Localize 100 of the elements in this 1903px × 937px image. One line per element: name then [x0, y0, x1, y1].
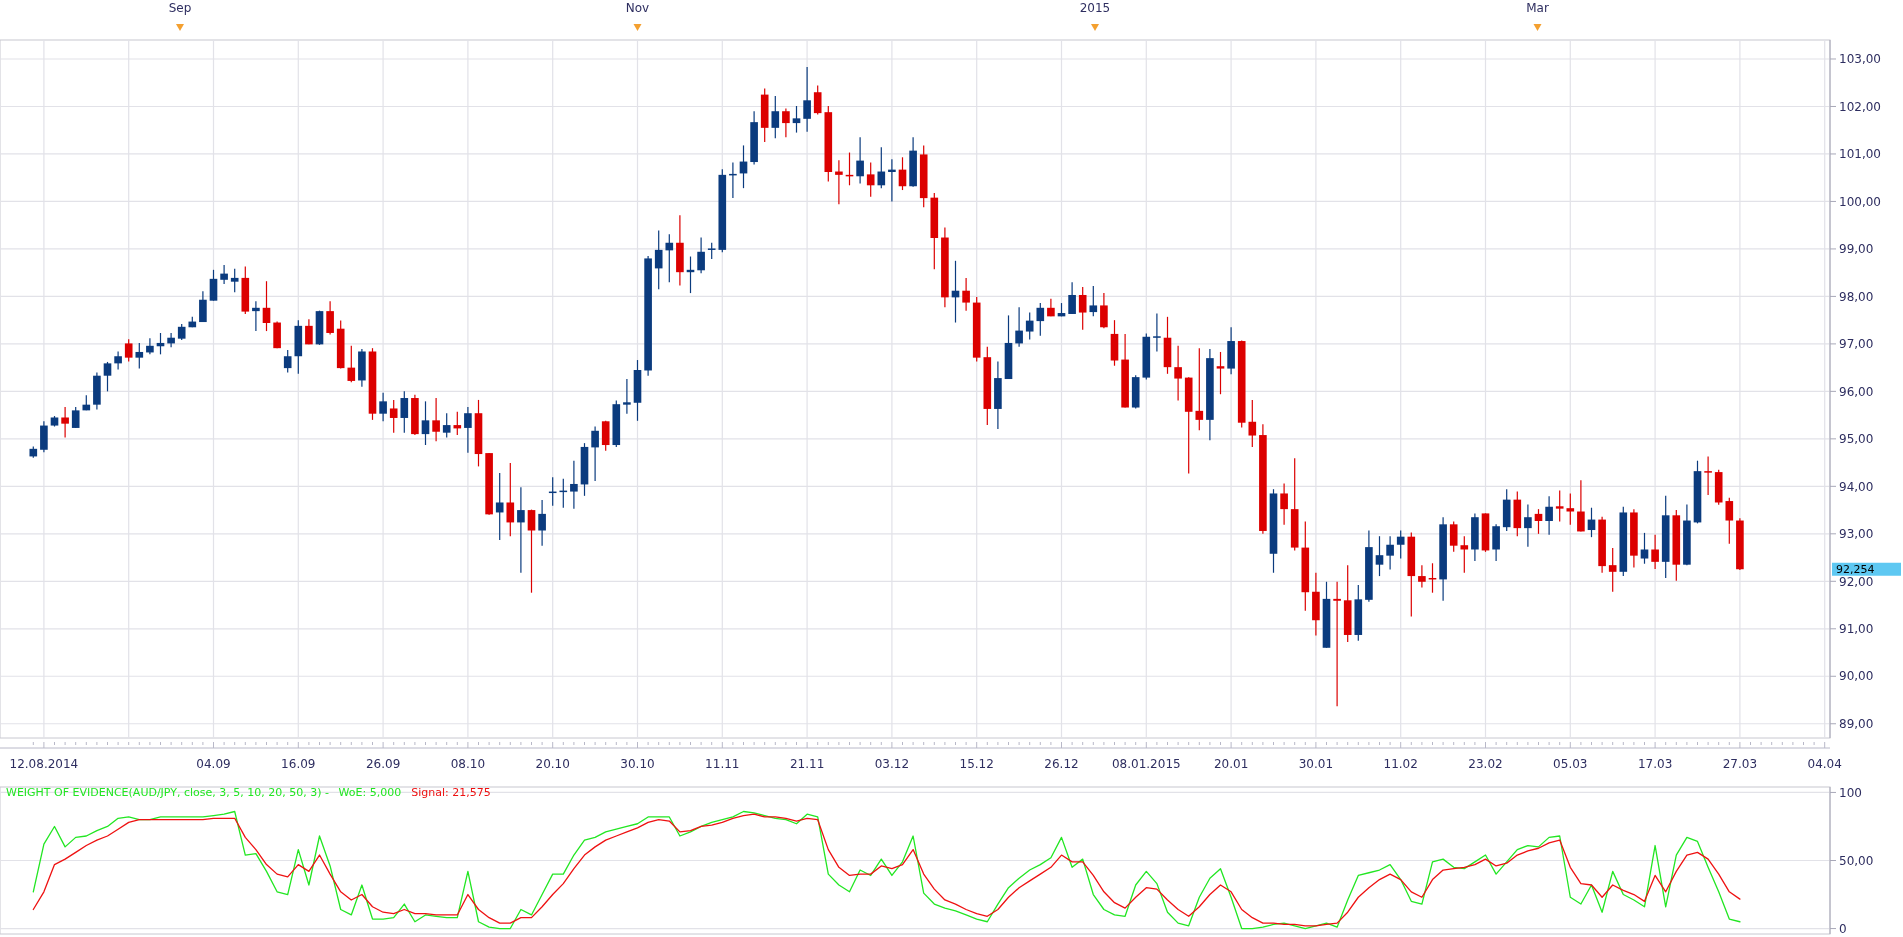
x2-tick-label: Nov [625, 1, 650, 15]
y-tick-label: 94,00 [1839, 479, 1874, 494]
candlestick [209, 269, 218, 302]
candlestick [1195, 347, 1204, 431]
candlestick [135, 342, 144, 370]
candlestick [400, 390, 409, 434]
candlestick [527, 509, 536, 594]
candlestick [326, 300, 334, 335]
candlestick [305, 318, 313, 345]
candlestick [1068, 281, 1076, 315]
x-tick-label: 05.03 [1553, 757, 1588, 771]
candlestick [1248, 399, 1257, 448]
y-tick-label: 91,00 [1839, 621, 1874, 636]
y-tick-label: 50,00 [1839, 853, 1874, 868]
candlestick [146, 337, 154, 355]
candlestick [124, 338, 133, 363]
candlestick [61, 406, 69, 439]
candlestick [464, 406, 472, 454]
candlestick [1704, 455, 1712, 496]
text: WoE: 5,000 [338, 786, 402, 799]
x-tick-label: 20.10 [535, 757, 570, 771]
candlestick [495, 472, 504, 541]
text: 92,254 [1836, 563, 1875, 577]
candlestick [654, 229, 663, 290]
candlestick [1015, 306, 1023, 348]
candlestick [432, 397, 440, 442]
candlestick [1640, 532, 1649, 565]
y-tick-label: 93,00 [1839, 527, 1874, 542]
candlestick [1725, 497, 1734, 545]
candlestick [252, 300, 260, 332]
candlestick [1608, 547, 1617, 593]
y-tick-label: 103,00 [1839, 52, 1881, 67]
candlestick [167, 332, 175, 348]
candlestick [1534, 508, 1543, 535]
candlestick [1375, 535, 1384, 577]
x-tick-label: 03.12 [874, 757, 910, 771]
candlestick [1651, 534, 1659, 570]
y-tick-label: 99,00 [1839, 242, 1874, 257]
candlestick [283, 349, 292, 373]
candlestick [771, 95, 780, 139]
y-tick-label: 89,00 [1839, 716, 1874, 731]
y-tick-label: 101,00 [1839, 147, 1881, 162]
x-tick-label: 17.03 [1637, 757, 1673, 771]
x-tick-label: 27.03 [1722, 757, 1758, 771]
candlestick [665, 233, 674, 283]
x-tick-label: 08.10 [450, 757, 486, 771]
candlestick [835, 159, 843, 205]
candlestick [1333, 581, 1341, 707]
x2-tick-label: 2015 [1079, 1, 1111, 15]
x2-tick-label: Mar [1526, 1, 1549, 15]
candlestick [1174, 345, 1182, 401]
y-tick-label: 102,00 [1839, 99, 1881, 114]
candlestick [103, 361, 112, 392]
x-tick-label: 11.11 [705, 757, 740, 771]
candlestick [1418, 564, 1426, 589]
candlestick [1449, 520, 1458, 553]
x-tick-label: 26.12 [1044, 757, 1079, 771]
candlestick [538, 499, 546, 547]
candlestick [1078, 286, 1087, 331]
x-tick-label: 23.02 [1468, 757, 1503, 771]
candlestick [379, 392, 387, 422]
text: Signal: 21,575 [411, 786, 491, 799]
candlestick [1025, 311, 1034, 341]
candlestick [1386, 535, 1394, 571]
candlestick [962, 277, 970, 312]
candlestick [813, 84, 822, 116]
y-tick-label: 0 [1839, 921, 1847, 936]
candlestick [347, 345, 356, 383]
y-tick-label: 95,00 [1839, 432, 1874, 447]
candlestick [1153, 312, 1161, 353]
x-tick-label: 30.01 [1298, 757, 1334, 771]
x-tick-label: 21.11 [789, 757, 825, 771]
candlestick [230, 268, 239, 293]
candlestick [517, 486, 525, 574]
candlestick [866, 161, 875, 198]
candlestick [570, 460, 578, 510]
x-tick-label: 08.01.2015 [1111, 757, 1181, 771]
candlestick [1396, 529, 1405, 560]
x-tick-label: 30.10 [620, 757, 655, 771]
candlestick [601, 420, 610, 452]
candlestick [453, 411, 462, 436]
y-tick-label: 96,00 [1839, 384, 1874, 399]
x-tick-label: 11.02 [1383, 757, 1418, 771]
y-tick-label: 92,00 [1839, 574, 1874, 589]
y-tick-label: 90,00 [1839, 669, 1874, 684]
x-tick-label: 04.09 [196, 757, 231, 771]
candlestick [262, 280, 271, 332]
x-tick-label: 26.09 [365, 757, 401, 771]
y-tick-label: 100 [1839, 785, 1862, 800]
candlestick [1089, 285, 1098, 317]
candlestick [877, 146, 886, 189]
candlestick [442, 412, 451, 439]
candlestick [71, 406, 80, 429]
y-tick-label: 97,00 [1839, 337, 1874, 352]
y-tick-label: 98,00 [1839, 289, 1874, 304]
candlestick [1577, 479, 1585, 533]
candlestick [623, 378, 631, 415]
candlestick [1100, 292, 1108, 329]
candlestick [1566, 492, 1575, 526]
candlestick [220, 264, 228, 285]
